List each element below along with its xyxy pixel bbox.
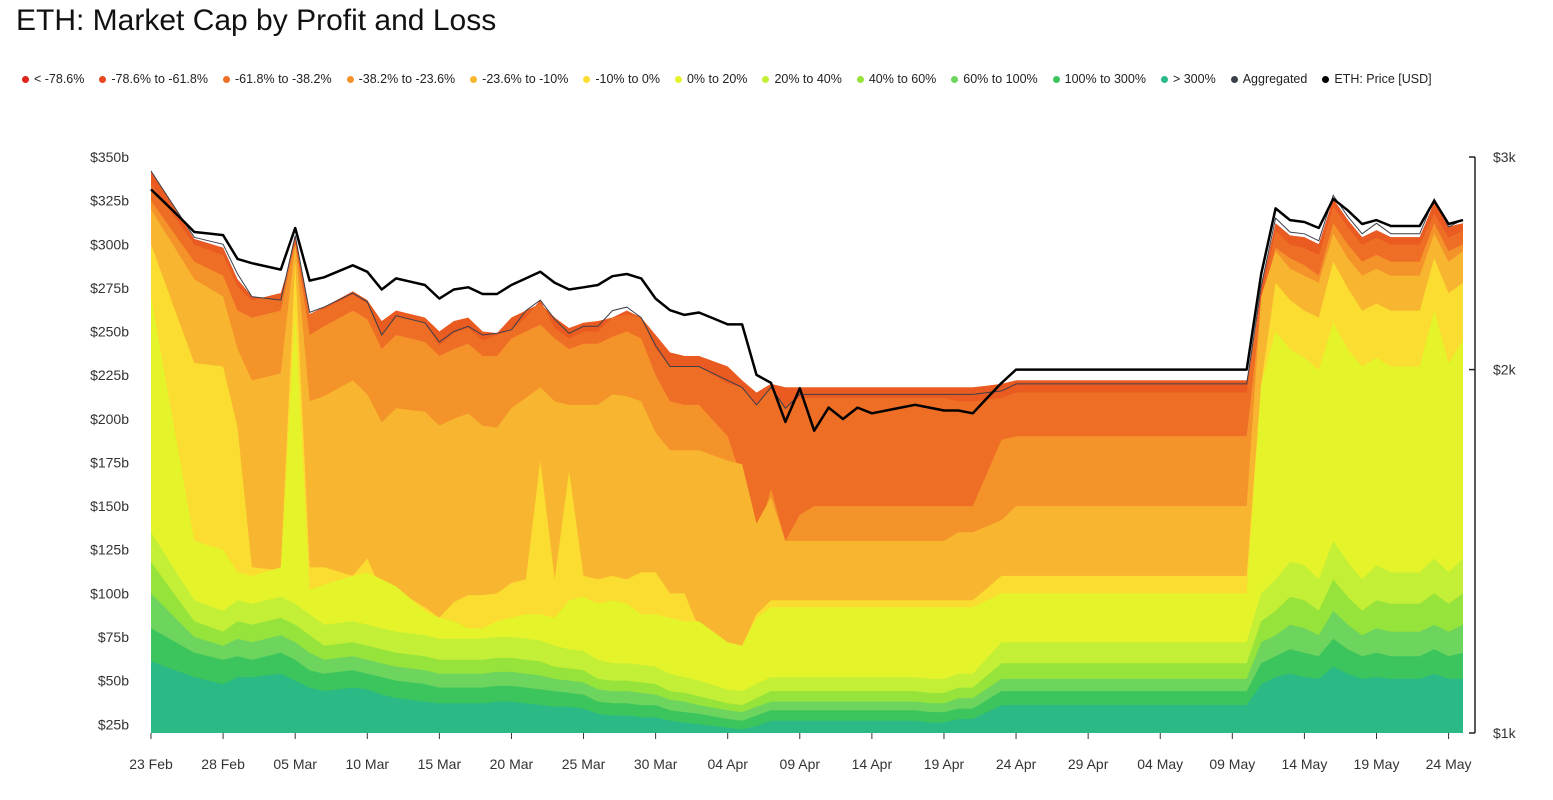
legend-dot-icon <box>470 75 478 83</box>
y-left-tick-label: $200b <box>90 411 129 427</box>
y-left-tick-label: $325b <box>90 193 129 209</box>
y-left-tick-label: $25b <box>98 716 129 732</box>
legend-label: 100% to 300% <box>1064 72 1146 86</box>
area-series[interactable] <box>151 296 1463 733</box>
x-tick-label: 24 Apr <box>996 756 1037 772</box>
area-series[interactable] <box>151 661 1463 733</box>
axes-group: $25b $50b $75b $100b $125b $150b $175b $200b $22… <box>90 149 1517 772</box>
legend-label: -61.8% to -38.2% <box>234 72 332 86</box>
legend-dot-icon <box>1230 75 1238 83</box>
legend-label: ETH: Price [USD] <box>1334 72 1432 86</box>
y-left-tick-label: $350b <box>90 149 129 165</box>
legend: < -78.6% -78.6% to -61.8% -61.8% to -38.2%… <box>22 72 1432 86</box>
x-tick-label: 05 Mar <box>273 756 317 772</box>
legend-label: 60% to 100% <box>963 72 1038 86</box>
legend-label: -38.2% to -23.6% <box>358 72 456 86</box>
x-tick-label: 14 Apr <box>852 756 893 772</box>
x-tick-label: 29 Apr <box>1068 756 1109 772</box>
y-left-tick-label: $250b <box>90 324 129 340</box>
x-tick-label: 20 Mar <box>490 756 534 772</box>
legend-label: 0% to 20% <box>686 72 748 86</box>
legend-item[interactable]: 20% to 40% <box>762 72 842 86</box>
legend-label: < -78.6% <box>34 72 85 86</box>
legend-dot-icon <box>856 75 864 83</box>
x-tick-label: 14 May <box>1281 756 1327 772</box>
y-left-tick-label: $125b <box>90 542 129 558</box>
legend-dot-icon <box>1052 75 1060 83</box>
price-line[interactable] <box>150 188 1464 432</box>
legend-dot-icon <box>1322 75 1330 83</box>
x-tick-label: 15 Mar <box>418 756 462 772</box>
area-series-group <box>151 171 1463 734</box>
chart-title: ETH: Market Cap by Profit and Loss <box>16 4 497 37</box>
y-left-tick-label: $75b <box>98 629 129 645</box>
x-tick-label: 25 Mar <box>562 756 606 772</box>
legend-item[interactable]: -23.6% to -10% <box>470 72 568 86</box>
legend-item[interactable]: -38.2% to -23.6% <box>346 72 456 86</box>
x-tick-label: 28 Feb <box>201 756 245 772</box>
line-series-group <box>150 170 1464 432</box>
x-tick-label: 19 May <box>1354 756 1400 772</box>
legend-dot-icon <box>583 75 591 83</box>
y-left-tick-label: $300b <box>90 236 129 252</box>
legend-label: > 300% <box>1172 72 1216 86</box>
y-right-tick-label: $3k <box>1493 149 1517 165</box>
legend-item[interactable]: 40% to 60% <box>856 72 937 86</box>
legend-item[interactable]: Aggregated <box>1230 72 1308 86</box>
legend-label: 40% to 60% <box>868 72 937 86</box>
x-tick-label: 09 Apr <box>780 756 821 772</box>
legend-item[interactable]: ETH: Price [USD] <box>1322 72 1432 86</box>
y-left-tick-label: $175b <box>90 454 129 470</box>
y-right-tick-label: $2k <box>1493 362 1517 378</box>
legend-item[interactable]: 60% to 100% <box>951 72 1038 86</box>
y-left-tick-label: $275b <box>90 280 129 296</box>
legend-item[interactable]: -10% to 0% <box>583 72 660 86</box>
legend-label: -10% to 0% <box>595 72 660 86</box>
legend-dot-icon <box>951 75 959 83</box>
y-left-tick-label: $100b <box>90 585 129 601</box>
y-left-tick-label: $150b <box>90 498 129 514</box>
x-tick-label: 30 Mar <box>634 756 678 772</box>
x-tick-label: 10 Mar <box>345 756 389 772</box>
legend-dot-icon <box>1160 75 1168 83</box>
y-left-tick-label: $50b <box>98 673 129 689</box>
legend-item[interactable]: 100% to 300% <box>1052 72 1146 86</box>
x-tick-label: 23 Feb <box>129 756 173 772</box>
legend-dot-icon <box>99 75 107 83</box>
legend-label: -23.6% to -10% <box>482 72 569 86</box>
legend-item[interactable]: > 300% <box>1160 72 1216 86</box>
legend-item[interactable]: < -78.6% <box>22 72 84 86</box>
legend-dot-icon <box>22 75 29 83</box>
legend-dot-icon <box>222 75 230 83</box>
legend-dot-icon <box>346 75 354 83</box>
y-left-tick-label: $225b <box>90 367 129 383</box>
x-tick-label: 19 Apr <box>924 756 965 772</box>
y-right-tick-label: $1k <box>1493 725 1517 741</box>
aggregated-line[interactable] <box>150 170 1464 410</box>
x-tick-label: 09 May <box>1209 756 1255 772</box>
legend-label: -78.6% to -61.8% <box>111 72 208 86</box>
legend-item[interactable]: 0% to 20% <box>674 72 748 86</box>
legend-label: Aggregated <box>1242 72 1308 86</box>
x-tick-label: 24 May <box>1426 756 1472 772</box>
x-tick-label: 04 Apr <box>707 756 748 772</box>
legend-dot-icon <box>674 75 682 83</box>
x-tick-label: 04 May <box>1137 756 1183 772</box>
legend-item[interactable]: -61.8% to -38.2% <box>222 72 332 86</box>
legend-label: 20% to 40% <box>774 72 842 86</box>
legend-item[interactable]: -78.6% to -61.8% <box>99 72 208 86</box>
legend-dot-icon <box>762 75 770 83</box>
